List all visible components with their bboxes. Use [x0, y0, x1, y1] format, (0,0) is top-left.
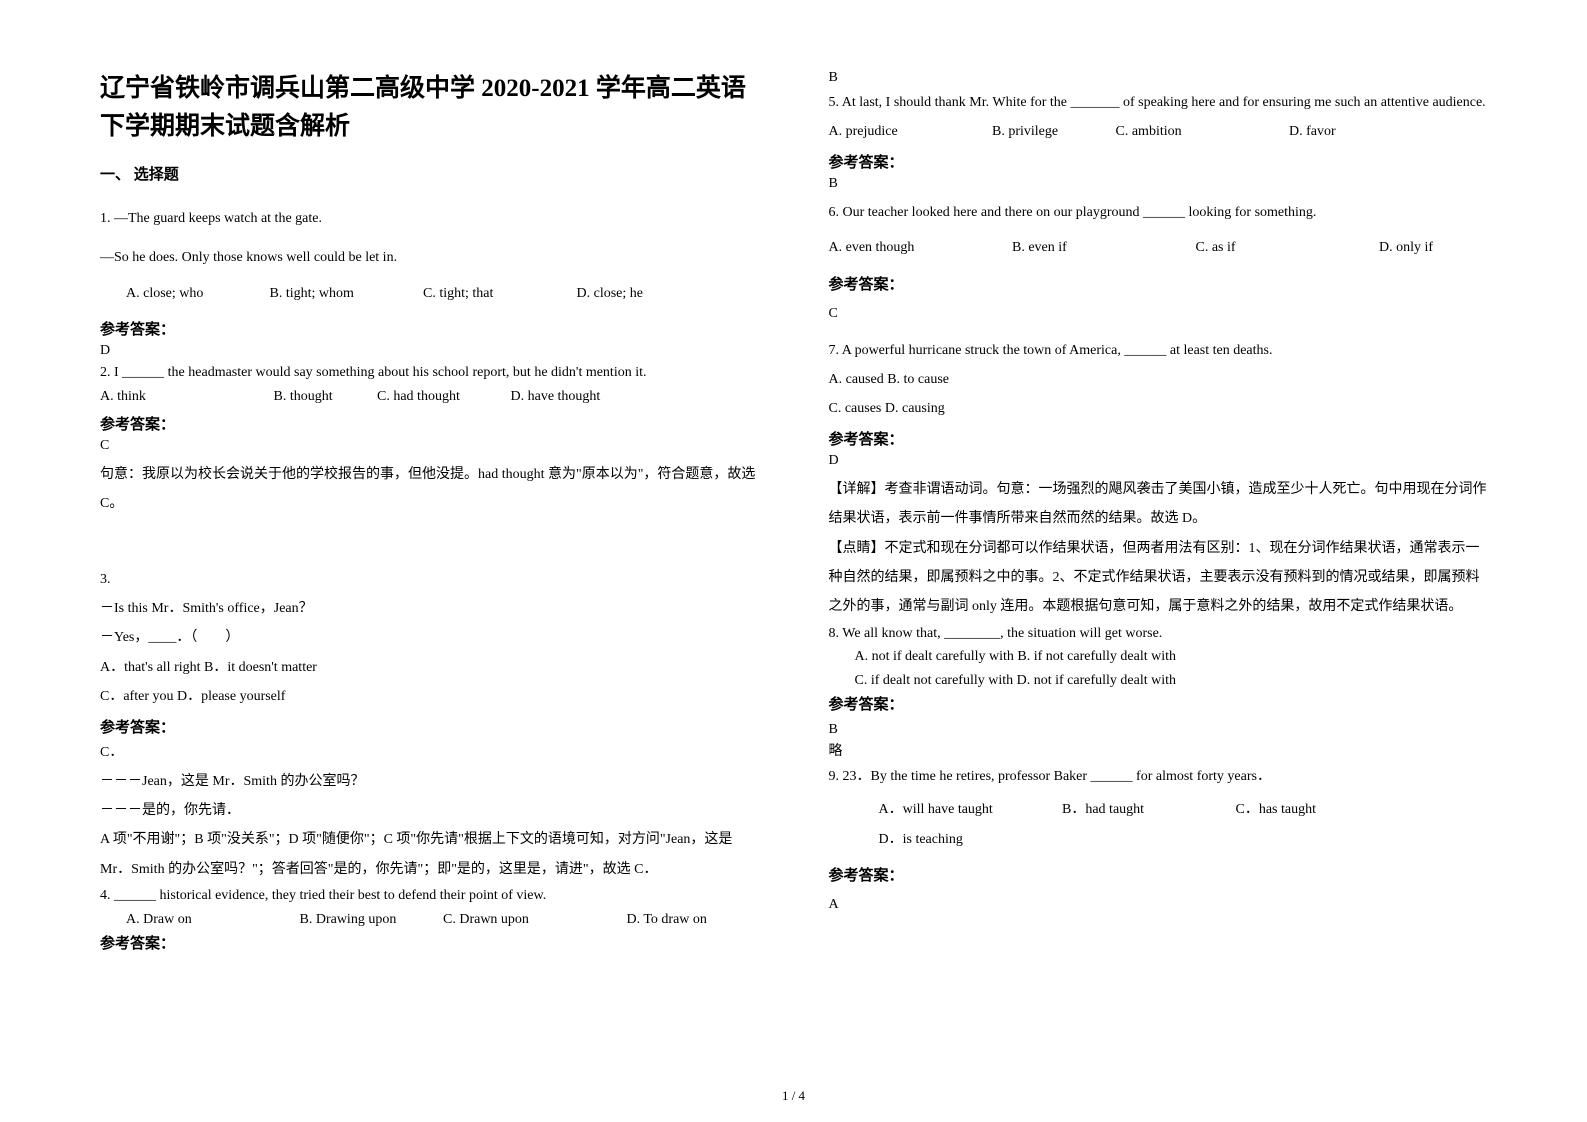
q1-answer: D	[100, 343, 759, 359]
q5-options: A. prejudice B. privilege C. ambition D.…	[829, 117, 1488, 146]
q5-answer-label: 参考答案：	[829, 151, 1488, 172]
q8-answer-label: 参考答案：	[829, 693, 1488, 714]
q1-stem-line2: —So he does. Only those knows well could…	[100, 243, 759, 272]
q2-explain: 句意：我原以为校长会说关于他的学校报告的事，但他没提。had thought 意…	[100, 460, 759, 519]
q8-options-cd: C. if dealt not carefully with D. not if…	[829, 669, 1488, 693]
q8-answer: B	[829, 722, 1488, 738]
q4-opt-a: A. Draw on	[126, 908, 296, 932]
q7-answer: D	[829, 453, 1488, 469]
q9-opt-b: B．had taught	[1062, 795, 1232, 824]
q7-answer-label: 参考答案：	[829, 428, 1488, 449]
q2-opt-a: A. think	[100, 385, 270, 409]
q4-answer-label: 参考答案：	[100, 932, 759, 953]
q6-opt-a: A. even though	[829, 233, 1009, 262]
q6-options: A. even though B. even if C. as if D. on…	[829, 233, 1488, 262]
q3-explain-line2: －－－是的，你先请．	[100, 796, 759, 825]
q3-answer: C．	[100, 741, 759, 761]
q9-opt-c: C．has taught	[1236, 795, 1376, 824]
q3-answer-label: 参考答案：	[100, 716, 759, 737]
q4-answer: B	[829, 70, 1488, 86]
q9-options: A．will have taught B．had taught C．has ta…	[829, 795, 1488, 854]
q9-answer: A	[829, 897, 1488, 913]
q5-opt-c: C. ambition	[1116, 117, 1286, 146]
q1-options: A. close; who B. tight; whom C. tight; t…	[100, 279, 759, 308]
q8-stem: 8. We all know that, ________, the situa…	[829, 622, 1488, 646]
q2-stem: 2. I ______ the headmaster would say som…	[100, 361, 759, 385]
q3-stem-line2: －Yes，____．（ ）	[100, 623, 759, 652]
q8-options-ab: A. not if dealt carefully with B. if not…	[829, 645, 1488, 669]
q3-options-cd: C．after you D．please yourself	[100, 682, 759, 711]
q2-opt-b: B. thought	[274, 385, 374, 409]
q7-explain-1: 【详解】考查非谓语动词。句意：一场强烈的飓风袭击了美国小镇，造成至少十人死亡。句…	[829, 475, 1488, 534]
q6-opt-b: B. even if	[1012, 233, 1192, 262]
q6-opt-c: C. as if	[1196, 233, 1376, 262]
q8-extra: 略	[829, 740, 1488, 760]
q5-opt-a: A. prejudice	[829, 117, 989, 146]
q5-opt-d: D. favor	[1289, 117, 1389, 146]
q6-answer-label: 参考答案：	[829, 273, 1488, 294]
q9-stem: 9. 23．By the time he retires, professor …	[829, 762, 1488, 791]
q7-options-cd: C. causes D. causing	[829, 394, 1488, 423]
q9-answer-label: 参考答案：	[829, 864, 1488, 885]
q5-answer: B	[829, 176, 1488, 192]
q6-opt-d: D. only if	[1379, 233, 1479, 262]
q1-stem-line1: 1. —The guard keeps watch at the gate.	[100, 204, 759, 233]
q6-stem: 6. Our teacher looked here and there on …	[829, 198, 1488, 227]
q5-opt-b: B. privilege	[992, 117, 1112, 146]
q3-explain-line1: －－－Jean，这是 Mr．Smith 的办公室吗？	[100, 767, 759, 796]
q1-opt-d: D. close; he	[577, 279, 697, 308]
q9-opt-a: A．will have taught	[879, 795, 1059, 824]
q2-answer-label: 参考答案：	[100, 413, 759, 434]
q7-explain-2: 【点睛】不定式和现在分词都可以作结果状语，但两者用法有区别：1、现在分词作结果状…	[829, 534, 1488, 622]
q3-num: 3.	[100, 565, 759, 594]
q3-explain-line3: A 项"不用谢"；B 项"没关系"；D 项"随便你"；C 项"你先请"根据上下文…	[100, 825, 759, 884]
q5-stem: 5. At last, I should thank Mr. White for…	[829, 88, 1488, 117]
right-column: B 5. At last, I should thank Mr. White f…	[829, 70, 1488, 1102]
q1-opt-b: B. tight; whom	[270, 279, 420, 308]
document-title: 辽宁省铁岭市调兵山第二高级中学 2020-2021 学年高二英语下学期期末试题含…	[100, 70, 759, 145]
section-heading: 一、 选择题	[100, 163, 759, 184]
q3-stem-line1: －Is this Mr．Smith's office，Jean？	[100, 594, 759, 623]
q2-opt-c: C. had thought	[377, 385, 507, 409]
q1-answer-label: 参考答案：	[100, 318, 759, 339]
q2-answer: C	[100, 438, 759, 454]
q4-opt-c: C. Drawn upon	[443, 908, 623, 932]
q2-opt-d: D. have thought	[511, 385, 651, 409]
q1-opt-a: A. close; who	[126, 279, 266, 308]
q6-answer: C	[829, 306, 1488, 322]
page-number: 1 / 4	[0, 1088, 1587, 1104]
q7-stem: 7. A powerful hurricane struck the town …	[829, 336, 1488, 365]
q4-opt-d: D. To draw on	[627, 908, 747, 932]
left-column: 辽宁省铁岭市调兵山第二高级中学 2020-2021 学年高二英语下学期期末试题含…	[100, 70, 759, 1102]
q4-stem: 4. ______ historical evidence, they trie…	[100, 884, 759, 908]
q2-options: A. think B. thought C. had thought D. ha…	[100, 385, 759, 409]
q4-opt-b: B. Drawing upon	[300, 908, 440, 932]
q3-options-ab: A．that's all right B．it doesn't matter	[100, 653, 759, 682]
q4-options: A. Draw on B. Drawing upon C. Drawn upon…	[100, 908, 759, 932]
q1-opt-c: C. tight; that	[423, 279, 573, 308]
q9-opt-d: D．is teaching	[879, 825, 999, 854]
q7-options-ab: A. caused B. to cause	[829, 365, 1488, 394]
